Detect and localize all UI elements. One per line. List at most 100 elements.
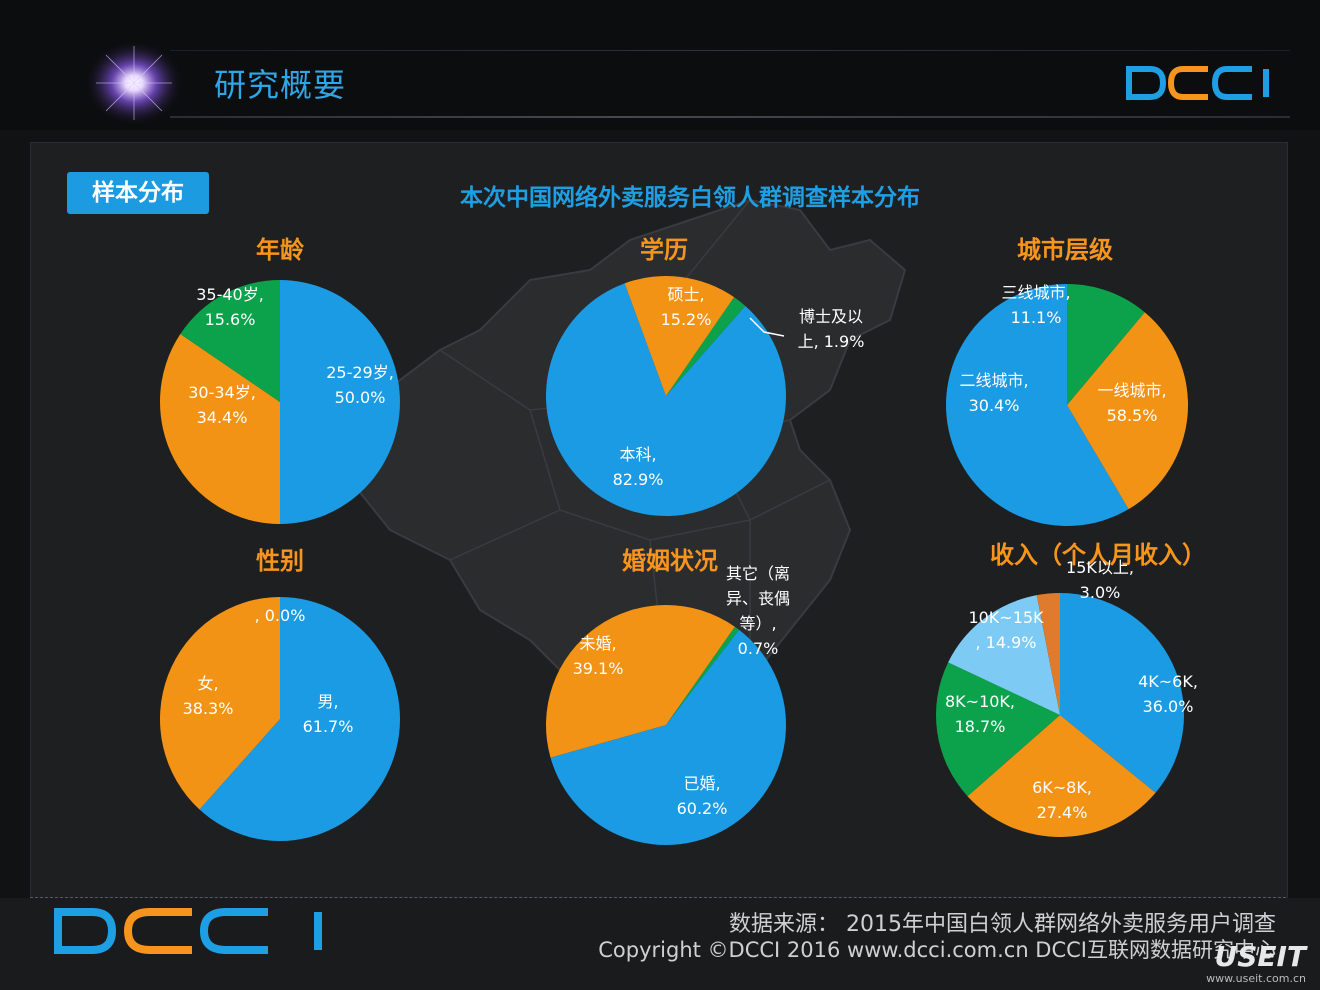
copyright-text: Copyright ©DCCI 2016 www.dcci.com.cn DCC… (598, 938, 1276, 962)
useit-watermark: USEIT (1214, 940, 1306, 973)
pie-label-line-edu-1-1: 82.9% (613, 470, 664, 489)
pie-label-line-city-0-1: 58.5% (1107, 406, 1158, 425)
chart-title-gender: 性别 (256, 547, 304, 575)
pie-label-income-2: 8K~10K, 18.7% (945, 692, 1015, 736)
pie-chart-marriage: 其它（离异、丧偶等）, 0.7% 已婚, 60.2% 未婚, 39.1% (546, 564, 790, 845)
pie-slice-age-2 (180, 280, 280, 402)
pie-label-line-edu-2-0: 硕士, (667, 285, 704, 304)
header-divider-top (170, 50, 1290, 51)
pie-label-income-4: 15K以上, 3.0% (1066, 558, 1134, 602)
pie-label-line-city-2-1: 11.1% (1011, 308, 1062, 327)
pie-label-line-income-1-1: 27.4% (1037, 803, 1088, 822)
pie-label-marriage-0: 其它（离异、丧偶等）, 0.7% (726, 564, 790, 658)
pie-slice-edu-2 (624, 276, 735, 396)
pie-label-line-age-2-0: 35-40岁, (196, 285, 264, 304)
pie-slice-income-4 (1036, 593, 1060, 715)
pie-label-line-income-0-1: 36.0% (1143, 697, 1194, 716)
pie-label-edu-1: 本科, 82.9% (613, 445, 664, 489)
pie-slice-income-3 (948, 595, 1060, 715)
pie-label-line-marriage-2-1: 39.1% (573, 659, 624, 678)
pie-label-line-income-2-1: 18.7% (955, 717, 1006, 736)
pie-slice-edu-1 (546, 283, 786, 516)
chart-title-age: 年龄 (256, 236, 304, 264)
pie-label-city-2: 三线城市, 11.1% (1001, 283, 1070, 327)
chart-title-income: 收入（个人月收入） (990, 541, 1206, 569)
pie-label-line-edu-2-1: 15.2% (661, 310, 712, 329)
leader-line-edu (749, 317, 785, 337)
pie-label-line-gender-2-0: , 0.0% (255, 606, 306, 625)
pie-label-line-income-4-1: 3.0% (1080, 583, 1121, 602)
pie-label-age-0: 25-29岁, 50.0% (326, 363, 394, 407)
page-title: 研究概要 (214, 66, 347, 104)
pie-label-line-age-0-0: 25-29岁, (326, 363, 394, 382)
useit-watermark-url: www.useit.com.cn (1206, 972, 1306, 985)
pie-chart-age: 25-29岁, 50.0% 30-34岁, 34.4% 35-40岁, 15.6% (160, 280, 400, 524)
pie-label-income-1: 6K~8K, 27.4% (1032, 778, 1092, 822)
pie-slice-income-2 (936, 662, 1060, 797)
pie-label-line-income-3-1: , 14.9% (976, 633, 1037, 652)
pie-label-line-city-1-1: 30.4% (969, 396, 1020, 415)
pie-slice-gender-1 (160, 597, 280, 810)
pie-label-gender-1: 女, 38.3% (183, 674, 234, 718)
pie-label-line-marriage-1-1: 60.2% (677, 799, 728, 818)
pie-slice-age-1 (160, 334, 280, 524)
sample-distribution-badge: 样本分布 (67, 172, 209, 214)
pie-slice-age-0 (280, 280, 400, 524)
dcci-logo-footer (54, 908, 322, 954)
header-bar: 研究概要 (0, 0, 1320, 130)
pie-slice-gender-0 (199, 597, 400, 841)
data-source-text: 数据来源： 2015年中国白领人群网络外卖服务用户调查 (729, 912, 1276, 937)
pie-label-line-age-1-1: 34.4% (197, 408, 248, 427)
pie-label-line-gender-1-1: 38.3% (183, 699, 234, 718)
chart-title-education: 学历 (640, 236, 688, 264)
pie-label-edu-0: 博士及以上, 1.9% (798, 307, 865, 351)
pie-label-line-income-3-0: 10K~15K (968, 608, 1044, 627)
pie-chart-gender: 男, 61.7% 女, 38.3% , 0.0% (160, 597, 400, 841)
pie-slice-edu-0 (666, 297, 746, 396)
pie-label-line-marriage-0-3: 0.7% (738, 639, 779, 658)
pie-slice-city-0 (945, 284, 1129, 526)
pie-label-line-marriage-1-0: 已婚, (683, 774, 720, 793)
pie-label-gender-2: , 0.0% (255, 606, 306, 625)
survey-title: 本次中国网络外卖服务白领人群调查样本分布 (460, 185, 920, 211)
pie-label-gender-0: 男, 61.7% (303, 692, 354, 736)
pie-label-marriage-1: 已婚, 60.2% (677, 774, 728, 818)
pie-label-marriage-2: 未婚, 39.1% (573, 634, 624, 678)
chart-title-city-tier: 城市层级 (1017, 236, 1113, 264)
pie-label-line-city-0-0: 一线城市, (1097, 381, 1166, 400)
pie-label-line-gender-1-0: 女, (197, 674, 218, 693)
pie-slice-marriage-2 (546, 605, 735, 758)
pie-label-line-income-4-0: 15K以上, (1066, 558, 1134, 577)
pie-label-line-city-2-0: 三线城市, (1001, 283, 1070, 302)
pie-label-line-marriage-0-1: 异、丧偶 (726, 589, 790, 608)
pie-label-line-age-2-1: 15.6% (205, 310, 256, 329)
pie-slice-city-1 (1067, 312, 1188, 510)
dcci-logo (1126, 66, 1269, 100)
pie-label-line-city-1-0: 二线城市, (959, 371, 1028, 390)
pie-chart-city-tier: 一线城市, 58.5% 二线城市, 30.4% 三线城市, 11.1% (945, 283, 1188, 526)
pie-chart-income: 4K~6K, 36.0% 6K~8K, 27.4% 8K~10K, 18.7% 10K~15… (936, 558, 1198, 837)
pie-label-age-1: 30-34岁, 34.4% (188, 383, 256, 427)
pie-label-income-3: 10K~15K , 14.9% (968, 608, 1044, 652)
pie-label-line-marriage-0-2: 等）, (739, 614, 776, 633)
pie-label-city-0: 一线城市, 58.5% (1097, 381, 1166, 425)
pie-label-line-marriage-0-0: 其它（离 (726, 564, 790, 583)
pie-label-line-marriage-2-0: 未婚, (579, 634, 616, 653)
chart-title-marriage: 婚姻状况 (622, 547, 718, 575)
pie-label-income-0: 4K~6K, 36.0% (1138, 672, 1198, 716)
pie-label-edu-2: 硕士, 15.2% (661, 285, 712, 329)
pie-label-line-edu-0-1: 上, 1.9% (798, 332, 865, 351)
pie-slice-income-1 (967, 715, 1156, 837)
pie-label-line-gender-0-0: 男, (317, 692, 338, 711)
pie-chart-education: 博士及以上, 1.9% 本科, 82.9% 硕士, 15.2% (546, 276, 864, 516)
pie-label-line-edu-0-0: 博士及以 (799, 307, 863, 326)
pie-label-line-age-0-1: 50.0% (335, 388, 386, 407)
pie-slice-city-2 (1067, 284, 1145, 405)
pie-label-line-age-1-0: 30-34岁, (188, 383, 256, 402)
pie-label-city-1: 二线城市, 30.4% (959, 371, 1028, 415)
pie-label-line-income-1-0: 6K~8K, (1032, 778, 1092, 797)
footer-divider (30, 897, 1286, 898)
pie-label-line-income-0-0: 4K~6K, (1138, 672, 1198, 691)
header-divider (170, 116, 1290, 118)
pie-label-line-edu-1-0: 本科, (619, 445, 656, 464)
